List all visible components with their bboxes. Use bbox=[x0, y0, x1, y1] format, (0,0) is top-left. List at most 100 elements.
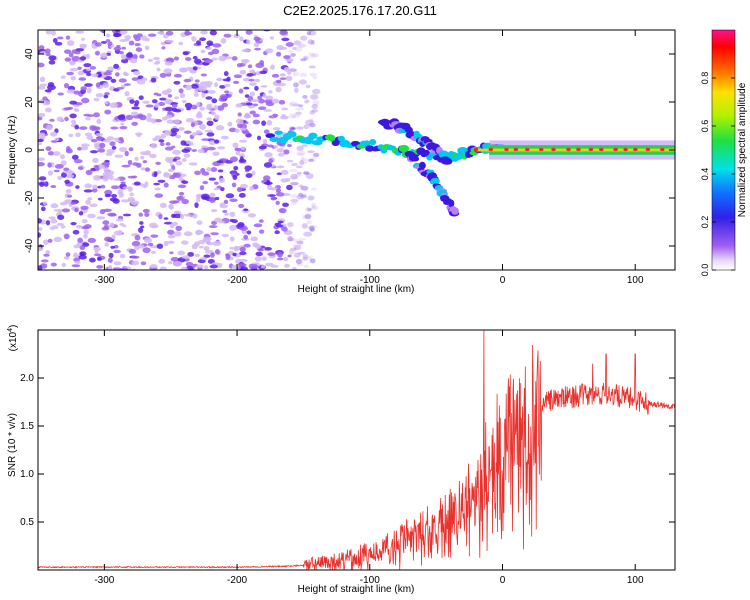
spectrogram-noise-cell bbox=[307, 150, 315, 154]
spectrogram-noise-cell bbox=[103, 167, 109, 173]
spectrogram-noise-cell bbox=[196, 40, 201, 46]
spectrogram-noise-cell bbox=[84, 132, 92, 137]
spectrogram-noise-cell bbox=[38, 265, 43, 270]
spectrogram-noise-cell bbox=[66, 40, 75, 46]
spectrogram-noise-cell bbox=[155, 161, 161, 165]
spectrogram-noise-cell bbox=[38, 112, 46, 118]
spectrogram-noise-cell bbox=[283, 55, 291, 60]
spectrogram-noise-cell bbox=[118, 136, 124, 141]
spectrogram-noise-cell bbox=[202, 180, 209, 185]
spectrogram-noise-cell bbox=[206, 167, 212, 172]
spectrogram-noise-cell bbox=[233, 165, 239, 171]
spectrogram-signal-cell bbox=[265, 133, 276, 139]
spectrogram-noise-cell bbox=[50, 218, 58, 224]
spectrogram-noise-cell bbox=[237, 221, 245, 228]
spectrogram-noise-cell bbox=[234, 128, 240, 133]
spectrogram-noise-cell bbox=[52, 37, 58, 43]
spectrogram-peak-cell bbox=[539, 147, 544, 152]
spectrogram-peak-cell bbox=[623, 147, 628, 152]
colorbar-tick-label: 0.6 bbox=[700, 120, 710, 133]
spectrogram-noise-cell bbox=[253, 78, 261, 83]
spectrogram-noise-cell bbox=[48, 216, 56, 220]
spectrogram-noise-cell bbox=[171, 107, 178, 112]
spectrogram-noise-cell bbox=[179, 92, 186, 99]
spectrogram-noise-cell bbox=[181, 148, 191, 153]
spectrogram-noise-cell bbox=[276, 165, 285, 169]
spectrogram-noise-cell bbox=[112, 267, 122, 270]
spectrogram-noise-cell bbox=[38, 161, 45, 167]
spectrogram-noise-cell bbox=[113, 261, 122, 266]
spectrogram-noise-cell bbox=[73, 244, 80, 249]
spectrogram-noise-cell bbox=[213, 105, 219, 111]
spectrogram-signal-cell bbox=[438, 150, 449, 159]
spectrogram-noise-cell bbox=[309, 54, 317, 58]
spectrogram-noise-cell bbox=[170, 128, 180, 133]
spectrogram-noise-cell bbox=[49, 131, 58, 137]
spectrogram-noise-cell bbox=[283, 149, 290, 155]
spectrogram-noise-cell bbox=[39, 83, 48, 87]
spectrogram-noise-cell bbox=[63, 167, 70, 171]
spectrogram-noise-cell bbox=[169, 200, 177, 204]
spectrogram-noise-cell bbox=[252, 242, 259, 248]
spectrogram-y-tick-label: -40 bbox=[24, 238, 35, 253]
spectrogram-noise-cell bbox=[195, 130, 202, 135]
spectrogram-noise-cell bbox=[239, 251, 247, 256]
spectrogram-noise-cell bbox=[171, 213, 176, 219]
spectrogram-y-tick-label: 0 bbox=[24, 147, 35, 153]
spectrogram-noise-cell bbox=[131, 260, 140, 266]
spectrogram-noise-cell bbox=[134, 42, 141, 47]
spectrogram-noise-cell bbox=[167, 111, 173, 115]
spectrogram-noise-cell bbox=[60, 160, 67, 166]
spectrogram-noise-cell bbox=[290, 198, 299, 203]
spectrogram-noise-cell bbox=[94, 50, 100, 56]
spectrogram-noise-cell bbox=[163, 217, 169, 220]
spectrogram-noise-cell bbox=[300, 185, 309, 191]
spectrogram-noise-cell bbox=[137, 113, 144, 119]
spectrogram-noise-cell bbox=[159, 142, 165, 147]
spectrogram-noise-cell bbox=[103, 94, 109, 99]
spectrogram-noise-cell bbox=[70, 202, 77, 205]
snr-ticks: -300 -200 -100 0 100 0.5 1.0 1.5 2.0 bbox=[20, 330, 675, 586]
spectrogram-noise-cell bbox=[210, 167, 218, 172]
spectrogram-noise-cell bbox=[304, 213, 312, 220]
spectrogram-ticks: -300 -200 -100 0 100 40 20 0 -20 -40 bbox=[24, 30, 675, 286]
spectrogram-noise-cell bbox=[75, 185, 80, 189]
spectrogram-noise-cell bbox=[121, 164, 131, 168]
spectrogram-noise-cell bbox=[206, 146, 216, 151]
spectrogram-noise-cell bbox=[130, 255, 140, 259]
spectrogram-noise-cell bbox=[311, 156, 317, 162]
spectrogram-noise-cell bbox=[54, 128, 59, 134]
spectrogram-noise-cell bbox=[70, 222, 77, 226]
spectrogram-noise-cell bbox=[201, 92, 206, 98]
spectrogram-noise-cell bbox=[165, 39, 175, 43]
spectrogram-noise-cell bbox=[233, 74, 243, 79]
spectrogram-noise-cell bbox=[175, 134, 182, 139]
spectrogram-noise-cell bbox=[122, 213, 132, 217]
spectrogram-noise-cell bbox=[263, 175, 271, 181]
spectrogram-noise-cell bbox=[79, 126, 88, 130]
spectrogram-noise-cell bbox=[269, 36, 274, 40]
spectrogram-noise-cell bbox=[235, 118, 244, 125]
spectrogram-noise-cell bbox=[275, 188, 282, 193]
spectrogram-noise-cell bbox=[65, 189, 72, 194]
spectrogram-noise-cell bbox=[87, 197, 93, 201]
spectrogram-signal-cell bbox=[269, 136, 280, 143]
spectrogram-peak-cell bbox=[525, 147, 530, 152]
spectrogram-noise-cell bbox=[39, 76, 46, 83]
spectrogram-noise-cell bbox=[229, 198, 238, 203]
spectrogram-x-tick-label: 0 bbox=[500, 275, 506, 286]
spectrogram-noise-cell bbox=[149, 264, 158, 269]
spectrogram-noise-cell bbox=[304, 99, 310, 104]
spectrogram-noise-cell bbox=[308, 158, 314, 162]
spectrogram-noise-cell bbox=[48, 60, 56, 65]
spectrogram-noise-cell bbox=[97, 185, 102, 189]
spectrogram-noise-cell bbox=[250, 99, 260, 103]
spectrogram-noise-cell bbox=[209, 264, 219, 269]
spectrogram-noise-cell bbox=[283, 230, 293, 236]
spectrogram-noise-cell bbox=[42, 239, 49, 245]
spectrogram-noise-cell bbox=[299, 72, 308, 78]
spectrogram-noise-cell bbox=[275, 79, 282, 84]
spectrogram-noise-cell bbox=[109, 222, 115, 228]
spectrogram-noise-cell bbox=[200, 193, 210, 200]
spectrogram-noise-cell bbox=[312, 100, 320, 106]
